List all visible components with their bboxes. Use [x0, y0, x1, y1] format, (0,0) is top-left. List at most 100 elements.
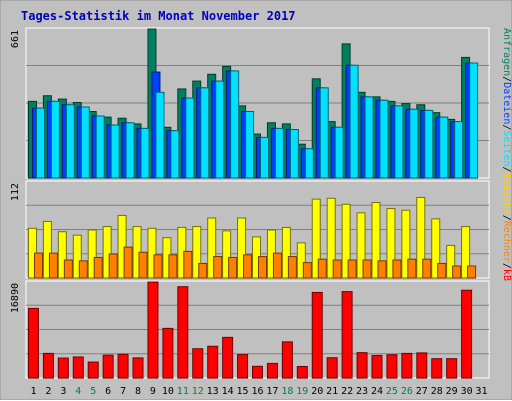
bar-besuche-3	[57, 231, 67, 279]
bar-besuche-15	[237, 217, 247, 279]
bar-kb-7	[117, 353, 129, 379]
bar-besuche-24	[371, 202, 381, 279]
legend-seiten: Seiten	[501, 130, 512, 166]
x-tick-label: 10	[162, 386, 174, 397]
x-tick-label: 30	[461, 386, 473, 397]
bar-rechner-12	[198, 262, 208, 279]
bar-rechner-20	[317, 258, 327, 279]
x-tick-label: 21	[326, 386, 338, 397]
bar-kb-14	[222, 336, 234, 379]
bar-seiten-22	[349, 64, 359, 179]
x-tick-label: 29	[446, 386, 458, 397]
bar-besuche-9	[147, 227, 157, 279]
legend-kb: kB	[501, 269, 512, 281]
bar-rechner-8	[138, 251, 148, 279]
bar-seiten-12	[200, 87, 210, 179]
bar-rechner-3	[63, 259, 73, 279]
bar-rechner-5	[93, 256, 103, 279]
bar-rechner-2	[48, 252, 58, 279]
bar-kb-28	[431, 358, 443, 379]
bar-rechner-24	[377, 260, 387, 279]
x-tick-label: 22	[341, 386, 353, 397]
bar-seiten-13	[215, 80, 225, 179]
bar-rechner-10	[168, 254, 178, 279]
bar-rechner-4	[78, 260, 88, 279]
bar-kb-30	[461, 289, 473, 379]
bar-seiten-8	[140, 127, 150, 179]
bar-kb-17	[266, 362, 278, 379]
panel-bottom: 16890	[10, 280, 490, 379]
x-tick-label: 28	[431, 386, 443, 397]
bar-rechner-17	[272, 252, 282, 279]
bar-rechner-25	[392, 259, 402, 279]
bar-seiten-10	[170, 130, 180, 179]
legend-separator: /	[501, 215, 512, 221]
bar-besuche-26	[401, 209, 411, 279]
x-tick-label: 2	[45, 386, 51, 397]
x-tick-label: 17	[266, 386, 278, 397]
bar-kb-4	[72, 356, 84, 379]
bar-kb-26	[401, 352, 413, 379]
bar-seiten-3	[65, 104, 75, 179]
x-tick-label: 9	[150, 386, 156, 397]
bar-seiten-15	[245, 111, 255, 179]
bar-besuche-28	[431, 218, 441, 279]
bar-seiten-23	[364, 96, 374, 179]
series-seiten	[35, 62, 479, 179]
bar-besuche-20	[311, 198, 321, 279]
bar-seiten-25	[394, 105, 404, 179]
bar-seiten-26	[409, 108, 419, 179]
x-tick-label: 26	[401, 386, 413, 397]
chart-panels: 661 112 16890	[10, 27, 490, 379]
bar-besuche-29	[446, 244, 456, 279]
legend-besuche: Besuche	[501, 173, 512, 215]
bar-seiten-30	[469, 62, 479, 179]
bar-kb-1	[27, 307, 39, 379]
x-tick-label: 13	[207, 386, 219, 397]
x-tick-label: 5	[90, 386, 96, 397]
bar-seiten-24	[379, 99, 389, 179]
bar-kb-12	[192, 348, 204, 379]
y-max-label: 661	[10, 30, 21, 48]
legend-separator: /	[501, 124, 512, 130]
series-besuche	[27, 196, 471, 279]
bar-besuche-12	[192, 226, 202, 279]
x-tick-label: 23	[356, 386, 368, 397]
bar-rechner-30	[467, 265, 477, 279]
x-tick-label: 24	[371, 386, 383, 397]
legend-separator: /	[501, 167, 512, 173]
y-max-label: 112	[10, 183, 21, 201]
bar-seiten-16	[260, 136, 269, 179]
bar-rechner-29	[452, 265, 462, 279]
bar-besuche-25	[386, 208, 396, 279]
x-tick-label: 20	[311, 386, 323, 397]
bar-besuche-2	[42, 220, 52, 279]
bar-seiten-21	[334, 126, 344, 179]
bar-rechner-26	[407, 258, 417, 279]
bar-rechner-16	[258, 256, 267, 279]
x-tick-label: 6	[105, 386, 111, 397]
bar-kb-24	[371, 354, 383, 379]
x-tick-label: 18	[281, 386, 293, 397]
bar-kb-8	[132, 357, 144, 379]
bar-rechner-1	[33, 252, 43, 279]
bar-besuche-19	[296, 242, 306, 279]
right-legend: Anfragen/Dateien/Seiten/Besuche/Rechner/…	[501, 28, 512, 281]
bar-seiten-9	[155, 91, 165, 179]
legend-separator: /	[501, 263, 512, 269]
bar-kb-25	[386, 354, 398, 379]
bar-besuche-6	[102, 226, 112, 279]
bar-seiten-19	[304, 148, 314, 179]
bar-besuche-22	[341, 203, 351, 279]
bar-kb-13	[207, 345, 219, 379]
bar-kb-18	[281, 341, 293, 379]
bar-rechner-9	[153, 254, 163, 279]
bar-seiten-6	[110, 124, 120, 179]
chart-title: Tages-Statistik im Monat November 2017	[21, 9, 296, 23]
bar-rechner-21	[332, 259, 342, 279]
bar-seiten-2	[50, 100, 60, 179]
panel-top: 661	[10, 27, 490, 179]
bar-rechner-28	[437, 262, 447, 279]
